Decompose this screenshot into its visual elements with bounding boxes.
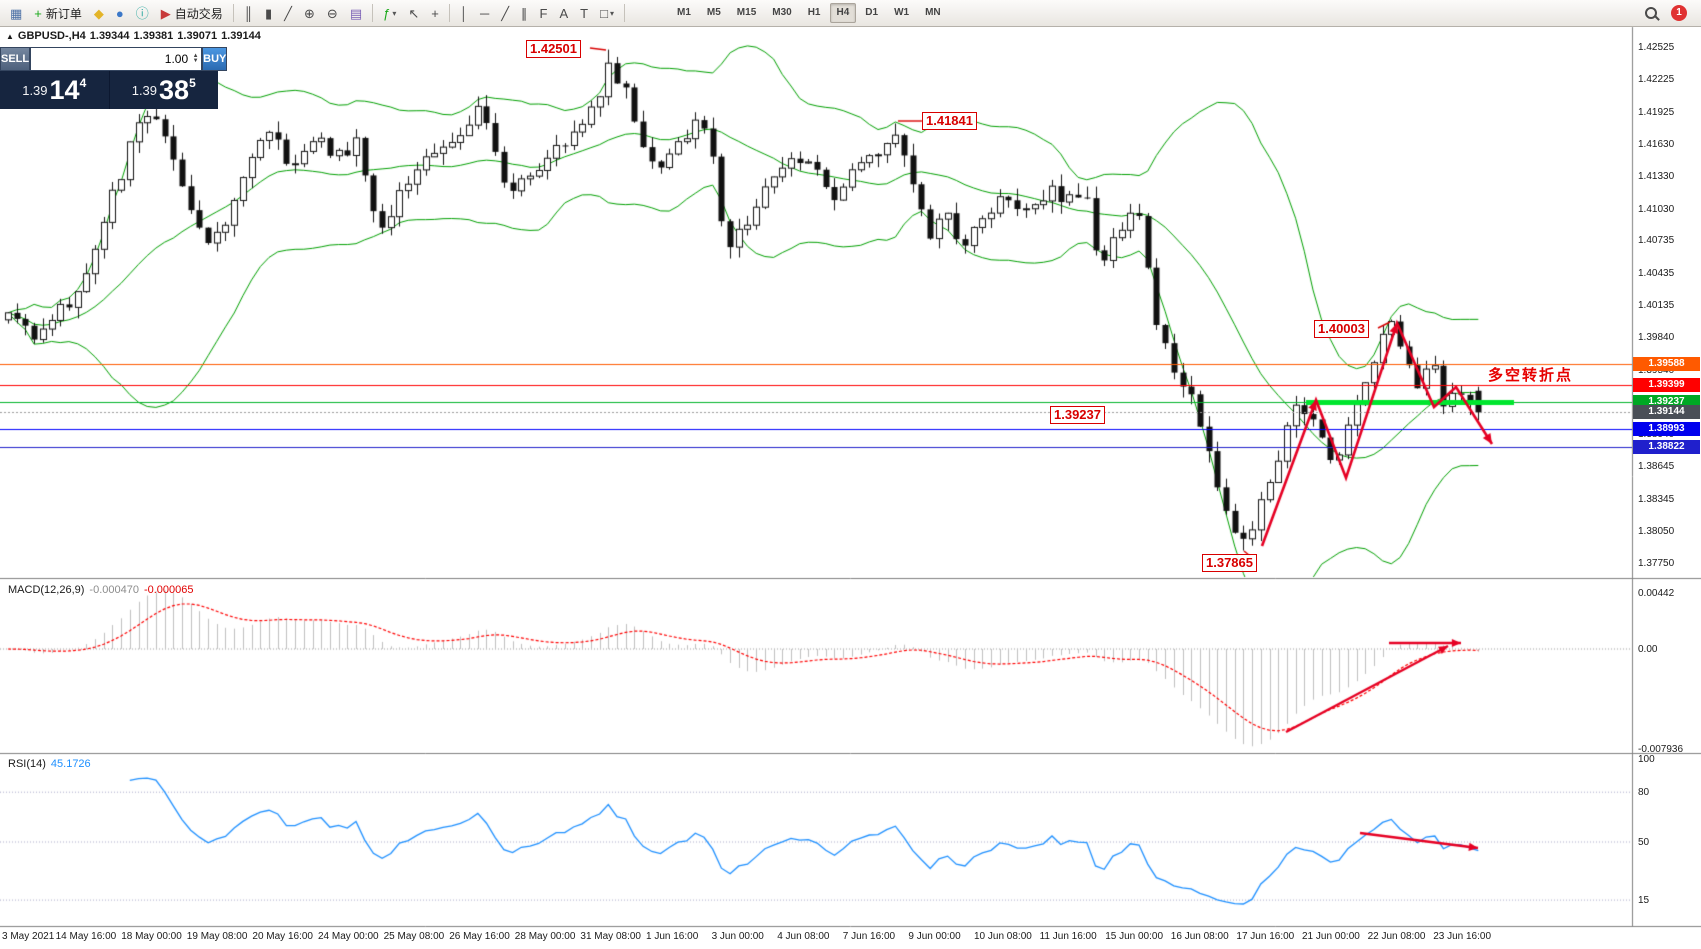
vertical-line-icon-button[interactable]: │ bbox=[455, 2, 473, 25]
toolbar-timeframes: M1 M5 M15 M30 H1 H4 D1 W1 MN bbox=[669, 3, 949, 23]
channel-icon: ∥ bbox=[521, 5, 528, 21]
ohlc-bars-icon-button[interactable]: ║ bbox=[239, 2, 258, 25]
timeframe-h1[interactable]: H1 bbox=[807, 7, 821, 18]
channel-icon-button[interactable]: ∥ bbox=[516, 2, 533, 25]
trendline-icon-button[interactable]: ╱ bbox=[496, 2, 514, 25]
text-icon: A bbox=[559, 5, 569, 21]
community-icon: ● bbox=[115, 5, 124, 21]
shapes-icon-button[interactable]: □ ▾ bbox=[595, 2, 619, 25]
horizontal-line-icon: ─ bbox=[479, 5, 490, 21]
timeframe-h4[interactable]: H4 bbox=[829, 3, 857, 23]
toolbar-separator bbox=[623, 4, 625, 22]
toolbar-right: 1 bbox=[1639, 2, 1697, 25]
caret-down-icon: ▾ bbox=[609, 8, 614, 18]
tile-windows-icon-button[interactable]: ▤ bbox=[345, 2, 367, 25]
cursor-icon: ↖ bbox=[408, 5, 420, 21]
text-icon-button[interactable]: A bbox=[554, 2, 573, 25]
help-icon: ⓘ bbox=[135, 5, 149, 21]
toolbar-separator bbox=[448, 4, 450, 22]
auto-trading-button-label: 自动交易 bbox=[174, 6, 223, 21]
crosshair-icon: + bbox=[431, 5, 439, 21]
mql-market-icon: ◆ bbox=[93, 5, 104, 21]
line-chart-icon: ╱ bbox=[284, 5, 292, 21]
candlestick-icon: ▮ bbox=[265, 5, 273, 21]
caret-down-icon: ▾ bbox=[392, 8, 397, 18]
zoom-out-icon-button[interactable]: ⊖ bbox=[322, 2, 343, 25]
ohlc-bars-icon: ║ bbox=[243, 5, 254, 21]
zoom-out-icon: ⊖ bbox=[326, 5, 338, 21]
charts-window-icon-button[interactable]: ▦ bbox=[5, 2, 27, 25]
new-order-button-label: 新订单 bbox=[45, 6, 82, 21]
search-button[interactable] bbox=[1640, 2, 1662, 25]
new-order-icon: + bbox=[34, 5, 42, 21]
timeframe-w1[interactable]: W1 bbox=[894, 7, 910, 18]
zoom-in-icon-button[interactable]: ⊕ bbox=[299, 2, 320, 25]
label-icon-button[interactable]: T bbox=[575, 2, 593, 25]
timeframe-m15[interactable]: M15 bbox=[736, 7, 757, 18]
vertical-line-icon: │ bbox=[459, 5, 468, 21]
indicators-icon: ƒ bbox=[383, 5, 391, 21]
community-icon-button[interactable]: ● bbox=[111, 2, 129, 25]
shapes-icon: □ bbox=[600, 5, 608, 21]
mql-market-icon-button[interactable]: ◆ bbox=[89, 2, 109, 25]
charts-window-icon: ▦ bbox=[10, 5, 23, 21]
new-order-button[interactable]: + 新订单 bbox=[29, 2, 87, 25]
zoom-in-icon: ⊕ bbox=[304, 5, 315, 21]
toolbar-items: ▦ + 新订单 ◆ ● ⓘ ▶ 自动交易 ║ ▮ ╱ ⊕ ⊖ ▤ ƒ ▾ ↖ + │ ─ ╱ ∥ F A T □ ▾ bbox=[4, 2, 629, 25]
fibonacci-icon-button[interactable]: F bbox=[535, 2, 553, 25]
toolbar: ▦ + 新订单 ◆ ● ⓘ ▶ 自动交易 ║ ▮ ╱ ⊕ ⊖ ▤ ƒ ▾ ↖ + │ ─ ╱ ∥ F A T □ ▾ M1 M5 M15… bbox=[0, 0, 1701, 27]
horizontal-line-icon-button[interactable]: ─ bbox=[475, 2, 494, 25]
timeframe-mn[interactable]: MN bbox=[925, 7, 941, 18]
notification-badge[interactable]: 1 bbox=[1671, 5, 1687, 21]
cursor-icon-button[interactable]: ↖ bbox=[403, 2, 424, 25]
candlestick-icon-button[interactable]: ▮ bbox=[260, 2, 277, 25]
line-chart-icon-button[interactable]: ╱ bbox=[279, 2, 297, 25]
timeframe-d1[interactable]: D1 bbox=[865, 7, 879, 18]
help-icon-button[interactable]: ⓘ bbox=[131, 2, 154, 25]
auto-trading-button[interactable]: ▶ 自动交易 bbox=[156, 2, 228, 25]
search-icon bbox=[1645, 7, 1657, 19]
timeframe-m5[interactable]: M5 bbox=[706, 7, 721, 18]
tile-windows-icon: ▤ bbox=[349, 5, 363, 21]
label-icon: T bbox=[580, 5, 589, 21]
toolbar-separator bbox=[372, 4, 374, 22]
toolbar-separator bbox=[232, 4, 234, 22]
trendline-icon: ╱ bbox=[501, 5, 510, 21]
timeframe-m1[interactable]: M1 bbox=[676, 7, 691, 18]
crosshair-icon-button[interactable]: + bbox=[426, 2, 444, 25]
fibonacci-icon: F bbox=[539, 5, 548, 21]
indicators-icon-button[interactable]: ƒ ▾ bbox=[378, 2, 401, 25]
auto-trading-icon: ▶ bbox=[160, 5, 171, 21]
timeframe-m30[interactable]: M30 bbox=[772, 7, 792, 18]
